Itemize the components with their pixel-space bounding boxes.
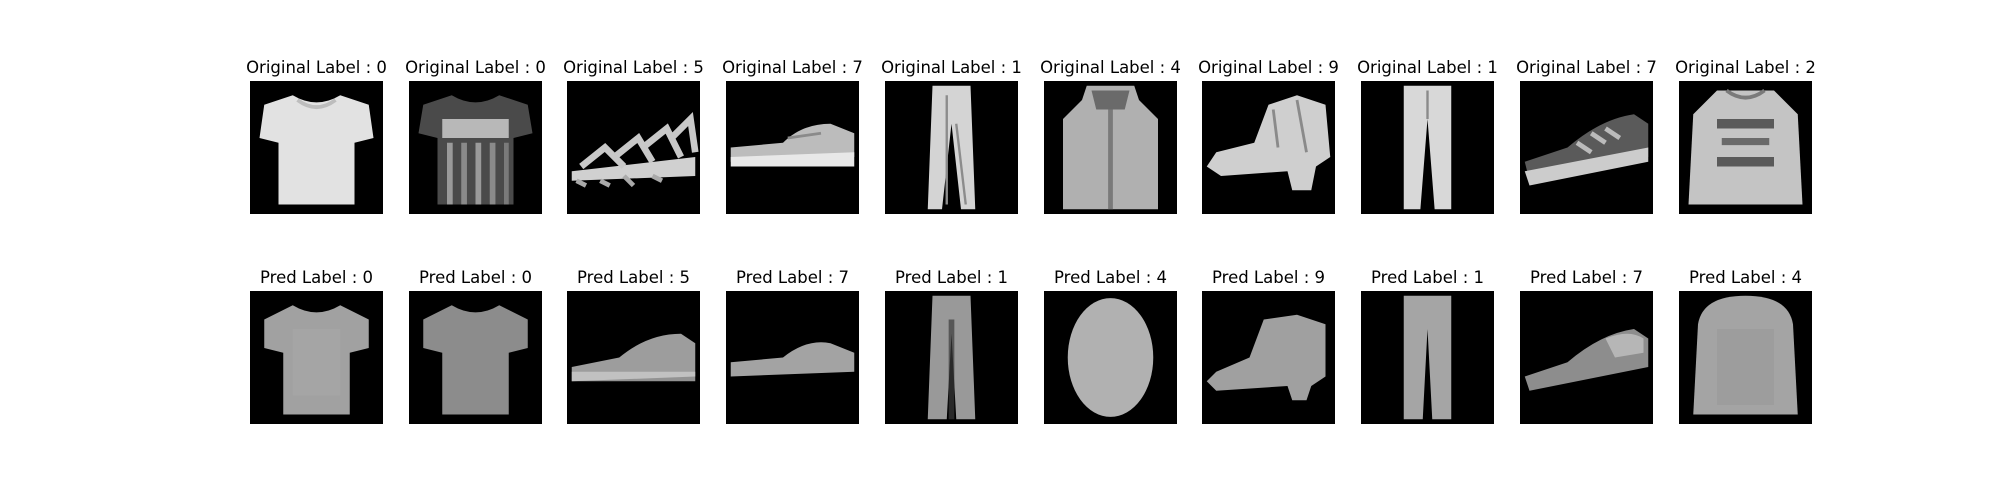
trouser-blurred-image bbox=[885, 291, 1018, 424]
panel-title: Pred Label : 7 bbox=[735, 268, 849, 287]
ankle-boot-image bbox=[1202, 81, 1335, 214]
panel-title: Pred Label : 9 bbox=[1211, 268, 1325, 287]
panel-title: Original Label : 7 bbox=[722, 58, 863, 77]
tshirt-blurred-image bbox=[250, 291, 383, 424]
panel-title: Pred Label : 0 bbox=[418, 268, 532, 287]
ankle-boot-blurred-image bbox=[1202, 291, 1335, 424]
pullover-blurred-image bbox=[1679, 291, 1812, 424]
panel-title: Original Label : 7 bbox=[1516, 58, 1657, 77]
coat-image bbox=[1044, 81, 1177, 214]
sneaker-image bbox=[726, 81, 859, 214]
pullover-image bbox=[1679, 81, 1812, 214]
panel-title: Pred Label : 1 bbox=[1370, 268, 1484, 287]
sneaker-blurred-image bbox=[1520, 291, 1653, 424]
trouser-image bbox=[885, 81, 1018, 214]
sneaker-blurred-image bbox=[567, 291, 700, 424]
tshirt-printed-image bbox=[409, 81, 542, 214]
panel-title: Pred Label : 4 bbox=[1688, 268, 1802, 287]
tshirt-blurred-image bbox=[409, 291, 542, 424]
panel-title: Original Label : 5 bbox=[563, 58, 704, 77]
panel-title: Original Label : 0 bbox=[246, 58, 387, 77]
panel-title: Original Label : 0 bbox=[405, 58, 546, 77]
panel-title: Pred Label : 1 bbox=[894, 268, 1008, 287]
coat-blurred-image bbox=[1044, 291, 1177, 424]
panel-title: Original Label : 4 bbox=[1040, 58, 1181, 77]
panel-title: Original Label : 1 bbox=[1357, 58, 1498, 77]
panel-title: Pred Label : 0 bbox=[259, 268, 373, 287]
panel-title: Original Label : 2 bbox=[1675, 58, 1816, 77]
trouser-image bbox=[1361, 81, 1494, 214]
sneaker-blurred-image bbox=[726, 291, 859, 424]
trouser-blurred-image bbox=[1361, 291, 1494, 424]
panel-title: Pred Label : 4 bbox=[1053, 268, 1167, 287]
panel-title: Pred Label : 7 bbox=[1529, 268, 1643, 287]
panel-title: Original Label : 1 bbox=[881, 58, 1022, 77]
sandal-image bbox=[567, 81, 700, 214]
panel-title: Original Label : 9 bbox=[1198, 58, 1339, 77]
panel-title: Pred Label : 5 bbox=[576, 268, 690, 287]
tshirt-image bbox=[250, 81, 383, 214]
sneaker-dark-image bbox=[1520, 81, 1653, 214]
